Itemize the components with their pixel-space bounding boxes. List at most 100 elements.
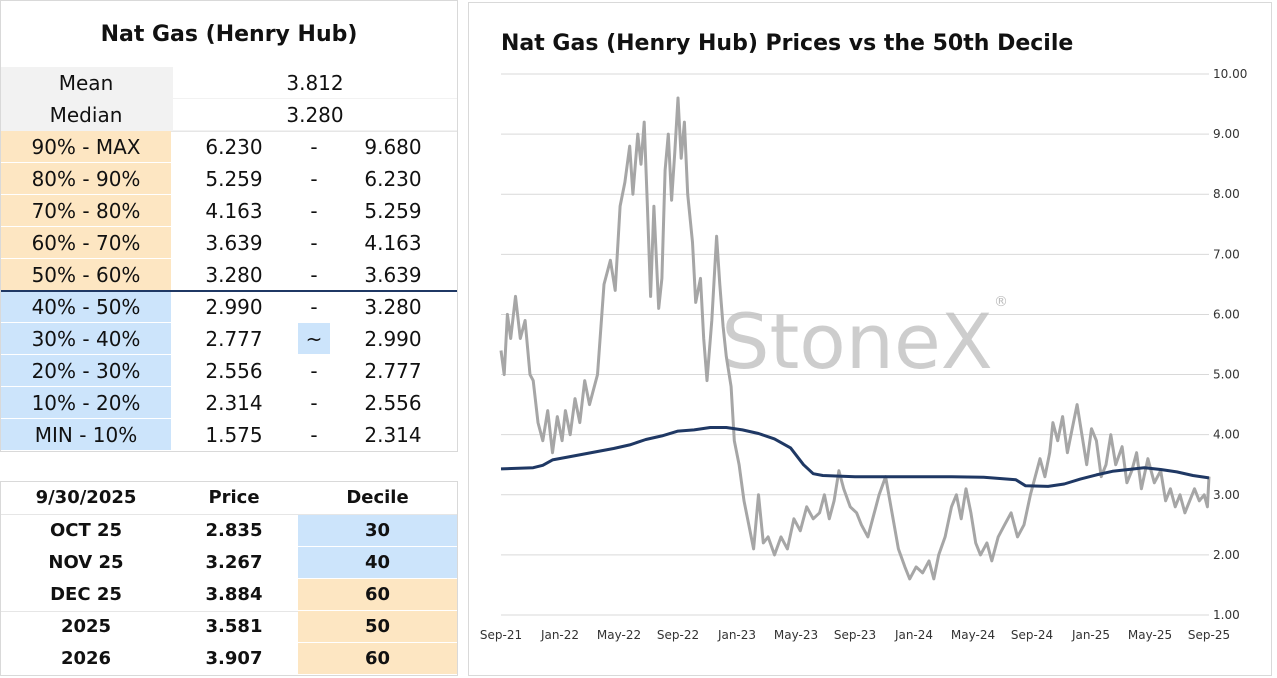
decile-high-value: 2.314 [364,422,422,447]
decile-range-label: 80% - 90% [1,163,171,194]
range-separator: - [310,134,318,159]
decile-high-value: 6.230 [364,166,422,191]
chart-title: Nat Gas (Henry Hub) Prices vs the 50th D… [501,31,1074,56]
range-separator: - [310,166,318,191]
range-separator: - [310,198,318,223]
range-separator: - [310,294,318,319]
range-separator: - [310,422,318,447]
decile-range-label: 40% - 50% [1,291,171,322]
decile-low-value: 2.556 [205,358,263,383]
decile-high-value: 3.639 [364,262,422,287]
x-tick-label: Jan-24 [894,628,933,642]
contract-row: DEC 25 3.884 60 [1,579,457,612]
stonex-watermark: StoneX [721,297,993,386]
decile-row: 80% - 90% 5.259 - 6.230 [1,163,457,195]
y-tick-label: 3.00 [1213,488,1240,502]
contract-price: 3.884 [205,584,263,605]
decile-range-label: MIN - 10% [1,419,171,450]
decile-low-value: 3.280 [205,262,263,287]
x-tick-label: May-22 [597,628,641,642]
y-tick-label: 5.00 [1213,368,1240,382]
price-series-line [499,96,1211,581]
contract-label: 2025 [60,616,112,637]
decile-low-value: 1.575 [205,422,263,447]
decile-row: 70% - 80% 4.163 - 5.259 [1,195,457,227]
contract-row: 2025 3.581 50 [1,611,457,643]
median-value: 3.280 [173,99,457,130]
range-separator: - [310,262,318,287]
decile-row: 40% - 50% 2.990 - 3.280 [1,291,457,323]
decile-range-label: 50% - 60% [1,259,171,290]
decile-row: 50% - 60% 3.280 - 3.639 [1,259,457,291]
decile-range-label: 20% - 30% [1,355,171,386]
decile-high-value: 3.280 [364,294,422,319]
mean-row: Mean 3.812 [1,67,457,100]
contract-decile: 40 [298,547,457,578]
contract-price: 2.835 [205,520,263,541]
x-tick-label: Sep-23 [834,628,876,642]
y-tick-label: 7.00 [1213,247,1240,261]
contract-price: 3.581 [205,616,263,637]
x-tick-label: May-25 [1128,628,1172,642]
contract-label: DEC 25 [50,584,122,605]
median-label: Median [49,102,123,127]
mean-value: 3.812 [173,67,457,98]
median-divider [1,290,457,292]
x-tick-label: Sep-21 [480,628,522,642]
price-table-header: 9/30/2025 Price Decile [1,482,457,515]
y-tick-label: 10.00 [1213,67,1247,81]
decile-high-value: 2.777 [364,358,422,383]
x-tick-label: Sep-24 [1011,628,1053,642]
range-separator: - [310,390,318,415]
decile-high-value: 2.556 [364,390,422,415]
decile-table-title: Nat Gas (Henry Hub) [1,1,457,68]
x-tick-label: May-24 [951,628,995,642]
range-separator: ~ [298,323,330,354]
decile-low-value: 5.259 [205,166,263,191]
decile-row: 90% - MAX 6.230 - 9.680 [1,131,457,163]
contract-label: NOV 25 [48,552,124,573]
decile-high-value: 4.163 [364,230,422,255]
x-tick-label: Jan-23 [717,628,756,642]
decile-high-value: 2.990 [364,326,422,351]
x-tick-label: Jan-25 [1071,628,1110,642]
date-header: 9/30/2025 [35,487,137,508]
contract-row: OCT 25 2.835 30 [1,515,457,547]
contract-row: 2026 3.907 60 [1,643,457,675]
median-row: Median 3.280 [1,99,457,132]
x-tick-label: Sep-25 [1188,628,1230,642]
decile-table: Nat Gas (Henry Hub) Mean 3.812 Median 3.… [0,0,458,452]
decile-header: Decile [346,487,409,508]
contract-decile: 50 [298,611,457,642]
contract-decile: 60 [298,579,457,610]
x-tick-label: May-23 [774,628,818,642]
mean-label: Mean [58,70,114,95]
decile-range-label: 30% - 40% [1,323,171,354]
contract-price: 3.907 [205,648,263,669]
contract-price: 3.267 [205,552,263,573]
decile-low-value: 2.777 [205,326,263,351]
decile-range-label: 60% - 70% [1,227,171,258]
decile-row: 20% - 30% 2.556 - 2.777 [1,355,457,387]
decile-low-value: 3.639 [205,230,263,255]
x-tick-label: Sep-22 [657,628,699,642]
decile-low-value: 2.314 [205,390,263,415]
y-tick-label: 8.00 [1213,187,1240,201]
decile-high-value: 5.259 [364,198,422,223]
decile-low-value: 6.230 [205,134,263,159]
decile-range-label: 10% - 20% [1,387,171,418]
contract-label: OCT 25 [49,520,123,541]
y-tick-label: 6.00 [1213,307,1240,321]
contract-decile: 60 [298,643,457,674]
decile-high-value: 9.680 [364,134,422,159]
registered-mark-icon: ® [994,294,1008,310]
y-tick-label: 2.00 [1213,548,1240,562]
decile-row: MIN - 10% 1.575 - 2.314 [1,419,457,451]
decile-row: 30% - 40% 2.777 ~2.990 [1,323,457,355]
contract-decile: 30 [298,515,457,546]
median-decile-series-line [500,426,1210,488]
decile-row: 10% - 20% 2.314 - 2.556 [1,387,457,419]
decile-low-value: 4.163 [205,198,263,223]
decile-range-label: 70% - 80% [1,195,171,226]
price-header: Price [208,487,260,508]
